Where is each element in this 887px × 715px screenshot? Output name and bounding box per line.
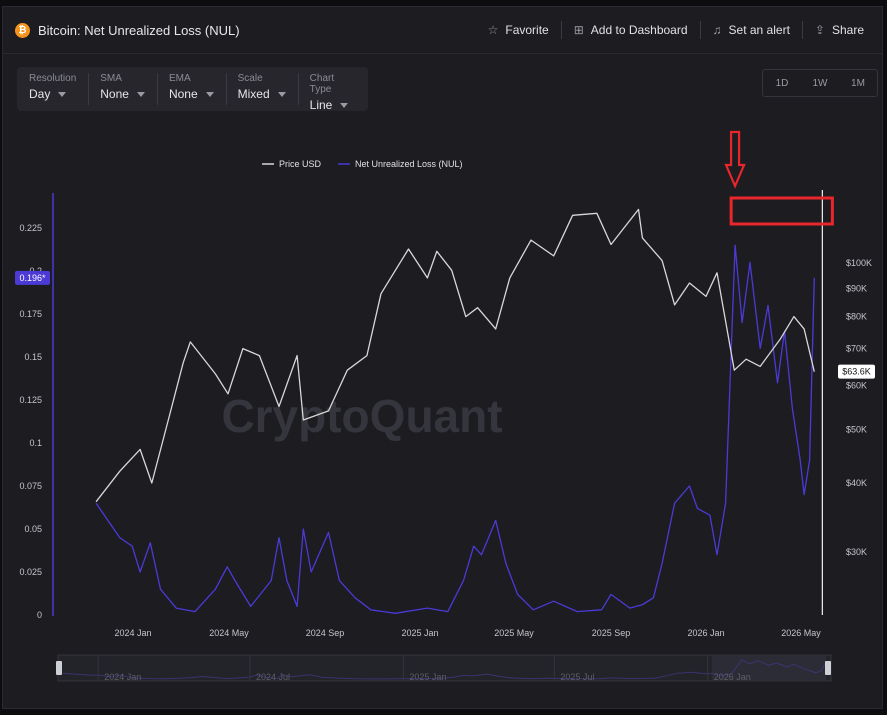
x-tick-label: 2026 Jan [687,628,724,638]
nul-series-line [95,244,815,614]
ema-select[interactable]: EMA None [156,67,226,111]
scale-select[interactable]: Scale Mixed [225,67,298,111]
chart-title: Bitcoin: Net Unrealized Loss (NUL) [38,22,240,38]
right-tick-label: $90K [846,283,867,293]
sma-label: SMA [100,73,122,84]
share-label: Share [831,23,864,37]
range-1w-button[interactable]: 1W [812,77,828,89]
sma-value: None [100,87,129,101]
x-tick-label: 2025 May [494,628,534,638]
left-tick-label: 0 [37,610,42,620]
scale-label: Scale [237,73,263,84]
set-alert-label: Set an alert [728,23,790,37]
set-alert-button[interactable]: ♫ Set an alert [699,21,802,39]
right-tick-label: $70K [846,344,867,354]
right-axis-ticks: $100K $90K $80K $70K $60K $50K $40K $30K [846,258,872,557]
navigator-tick-label: 2024 Jul [256,672,290,682]
bitcoin-icon: ₿ [15,22,30,38]
chart-type-select[interactable]: Chart Type Line [297,67,368,112]
header-actions: ☆ Favorite ⊞ Add to Dashboard ♫ Set an a… [476,7,876,53]
sma-select[interactable]: SMA None [88,67,157,111]
add-to-dashboard-label: Add to Dashboard [590,23,688,37]
chevron-down-icon [277,91,286,97]
arrow-down-icon [724,130,746,189]
navigator-tick-label: 2024 Jan [104,672,141,682]
current-price-badge-bg [838,364,875,379]
left-tick-label: 0.15 [24,352,42,362]
left-tick-label: 0.025 [19,567,42,577]
x-tick-label: 2025 Jan [401,628,438,638]
share-button[interactable]: ⇪ Share [801,21,876,39]
bell-icon: ♫ [712,23,722,37]
x-tick-label: 2024 Jan [114,628,151,638]
navigator-tick-label: 2026 Jan [714,672,751,682]
x-tick-label: 2025 Sep [592,628,631,638]
current-nul-label: 0.196* [19,273,46,283]
navigator-series [62,659,827,680]
current-nul-badge-bg [15,270,50,285]
x-axis-ticks: 2024 Jan 2024 May 2024 Sep 2025 Jan 2025 May… [114,628,821,638]
favorite-label: Favorite [505,23,549,37]
right-tick-label: $30K [846,547,867,557]
price-series-line [95,208,815,503]
range-1d-button[interactable]: 1D [775,77,789,89]
legend: Price USD Net Unrealized Loss (NUL) [262,159,463,169]
resolution-select[interactable]: Resolution Day [17,67,88,111]
navigator-left-handle[interactable] [56,661,62,675]
resolution-label: Resolution [29,73,77,84]
legend-label-price: Price USD [279,159,322,169]
chevron-down-icon [136,91,145,97]
chart-type-label: Chart Type [309,73,335,95]
chevron-down-icon [58,91,67,97]
watermark: CryptoQuant [221,390,502,442]
right-tick-label: $60K [846,381,867,391]
left-tick-label: 0.1 [29,438,42,448]
current-nul-badge: 0.196* [15,270,50,285]
share-icon: ⇪ [814,23,825,37]
x-tick-label: 2024 May [209,628,249,638]
range-1m-button[interactable]: 1M [851,77,865,89]
left-tick-label: 0.175 [19,309,42,319]
annotation-box [729,196,834,226]
right-tick-label: $40K [846,478,867,488]
chart-panel: ₿ Bitcoin: Net Unrealized Loss (NUL) ☆ F… [2,6,883,709]
right-tick-label: $100K [846,258,872,268]
ema-value: None [168,87,198,101]
add-dashboard-icon: ⊞ [573,23,584,37]
chevron-down-icon [340,102,349,108]
chart-controls: Resolution Day SMA None EMA None Scale M… [17,67,368,112]
navigator-right-handle[interactable] [825,661,831,675]
annotation-arrow [724,130,746,189]
chart-header: ₿ Bitcoin: Net Unrealized Loss (NUL) ☆ F… [3,7,882,54]
add-to-dashboard-button[interactable]: ⊞ Add to Dashboard [560,21,700,39]
title-group: ₿ Bitcoin: Net Unrealized Loss (NUL) [15,22,240,38]
x-tick-label: 2026 May [781,628,821,638]
time-navigator: 2024 Jan 2024 Jul 2025 Jan 2025 Jul 2026 Jan [56,654,832,682]
left-tick-label: 0.075 [19,481,42,491]
range-selector: 1D 1W 1M [762,69,878,97]
right-tick-label: $50K [846,424,867,434]
x-tick-label: 2024 Sep [306,628,345,638]
favorite-button[interactable]: ☆ Favorite [476,21,561,39]
scale-value: Mixed [237,87,270,101]
ema-label: EMA [168,73,191,84]
navigator-tick-label: 2025 Jan [409,672,446,682]
current-price-label: $63.6K [842,367,871,377]
navigator-tick-label: 2025 Jul [560,672,594,682]
left-tick-label: 0.125 [19,395,42,405]
left-tick-label: 0.225 [19,223,42,233]
resolution-value: Day [29,87,51,101]
navigator-track [57,654,832,682]
chevron-down-icon [205,91,214,97]
left-tick-label: 0.05 [24,524,42,534]
navigator-window [711,656,826,680]
star-icon: ☆ [487,23,499,37]
current-price-badge: $63.6K [838,364,875,379]
chart-type-value: Line [309,98,333,112]
right-tick-label: $80K [846,312,867,322]
legend-label-nul: Net Unrealized Loss (NUL) [355,159,463,169]
